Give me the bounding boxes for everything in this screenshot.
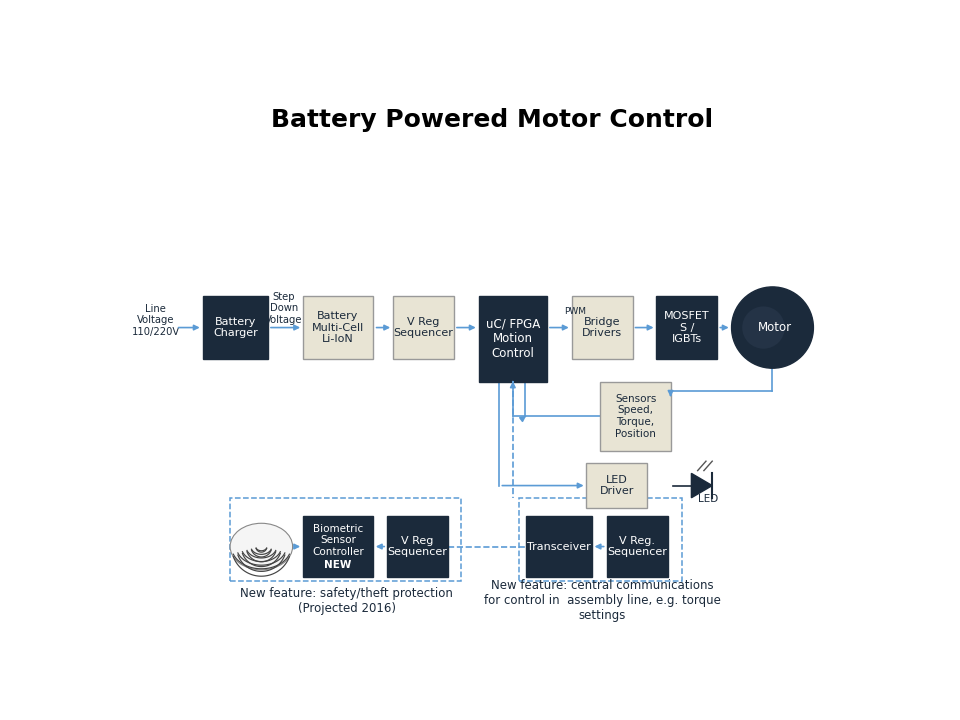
FancyBboxPatch shape	[203, 296, 268, 359]
Text: LED: LED	[698, 494, 718, 504]
Text: V Reg
Sequencer: V Reg Sequencer	[388, 536, 447, 557]
Text: Sensors
Speed,
Torque,
Position: Sensors Speed, Torque, Position	[615, 394, 657, 438]
Ellipse shape	[732, 287, 813, 368]
Text: uC/ FPGA
Motion
Control: uC/ FPGA Motion Control	[486, 317, 540, 360]
Text: LED
Driver: LED Driver	[600, 474, 635, 496]
Text: Line
Voltage
110/220V: Line Voltage 110/220V	[132, 304, 180, 337]
FancyBboxPatch shape	[302, 516, 373, 577]
FancyBboxPatch shape	[600, 382, 671, 451]
Text: New feature: safety/theft protection
(Projected 2016): New feature: safety/theft protection (Pr…	[241, 587, 453, 615]
Text: NEW: NEW	[324, 560, 351, 570]
FancyBboxPatch shape	[393, 296, 454, 359]
Polygon shape	[691, 473, 712, 498]
Text: Battery Powered Motor Control: Battery Powered Motor Control	[271, 108, 713, 132]
Text: V Reg.
Sequencer: V Reg. Sequencer	[607, 536, 667, 557]
Text: Battery
Charger: Battery Charger	[213, 317, 257, 338]
FancyBboxPatch shape	[387, 516, 448, 577]
FancyBboxPatch shape	[607, 516, 667, 577]
Text: Battery
Multi-Cell
Li-IoN: Battery Multi-Cell Li-IoN	[312, 311, 364, 344]
Text: Step
Down
Voltage: Step Down Voltage	[265, 292, 302, 325]
Text: Motor: Motor	[757, 321, 792, 334]
Text: MOSFET
S /
IGBTs: MOSFET S / IGBTs	[664, 311, 709, 344]
Text: V Reg
Sequencer: V Reg Sequencer	[394, 317, 453, 338]
Text: PWM: PWM	[564, 307, 587, 316]
FancyBboxPatch shape	[657, 296, 717, 359]
Text: Biometric
Sensor
Controller: Biometric Sensor Controller	[312, 524, 364, 557]
Text: Bridge
Drivers: Bridge Drivers	[582, 317, 622, 338]
Ellipse shape	[742, 307, 784, 348]
FancyBboxPatch shape	[479, 296, 547, 382]
FancyBboxPatch shape	[302, 296, 373, 359]
Text: New feature: central communications
for control in  assembly line, e.g. torque
s: New feature: central communications for …	[484, 580, 721, 622]
Circle shape	[230, 523, 293, 570]
FancyBboxPatch shape	[571, 296, 633, 359]
FancyBboxPatch shape	[526, 516, 591, 577]
Text: Transceiver: Transceiver	[527, 541, 590, 552]
FancyBboxPatch shape	[587, 463, 647, 508]
